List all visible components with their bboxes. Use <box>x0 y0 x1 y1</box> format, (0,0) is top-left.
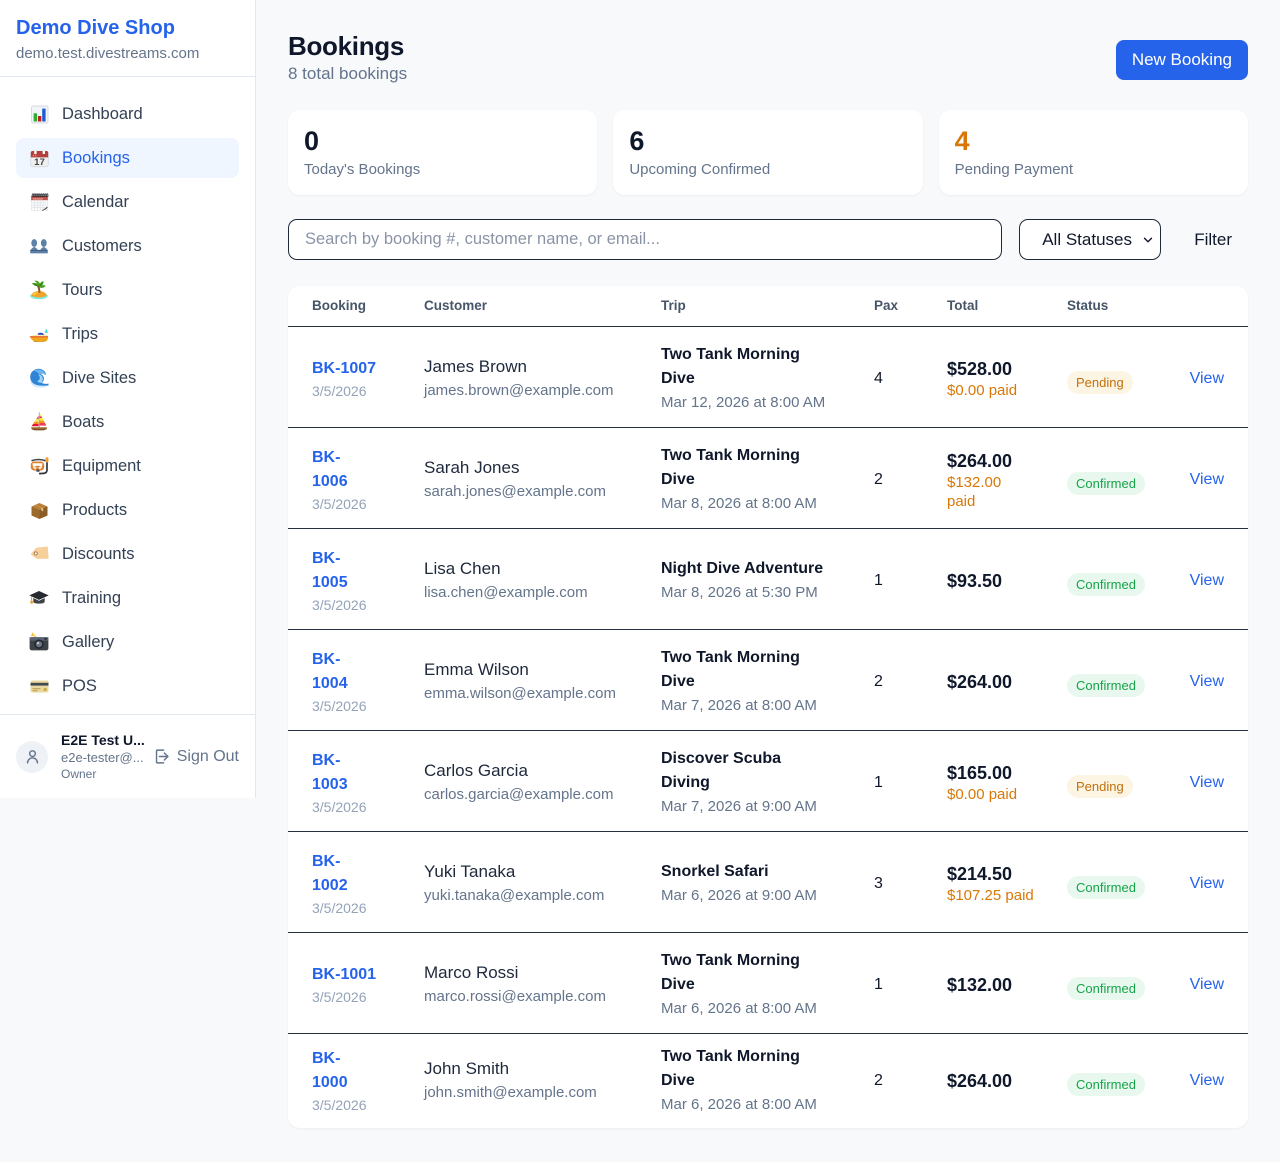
svg-text:17: 17 <box>34 156 45 167</box>
